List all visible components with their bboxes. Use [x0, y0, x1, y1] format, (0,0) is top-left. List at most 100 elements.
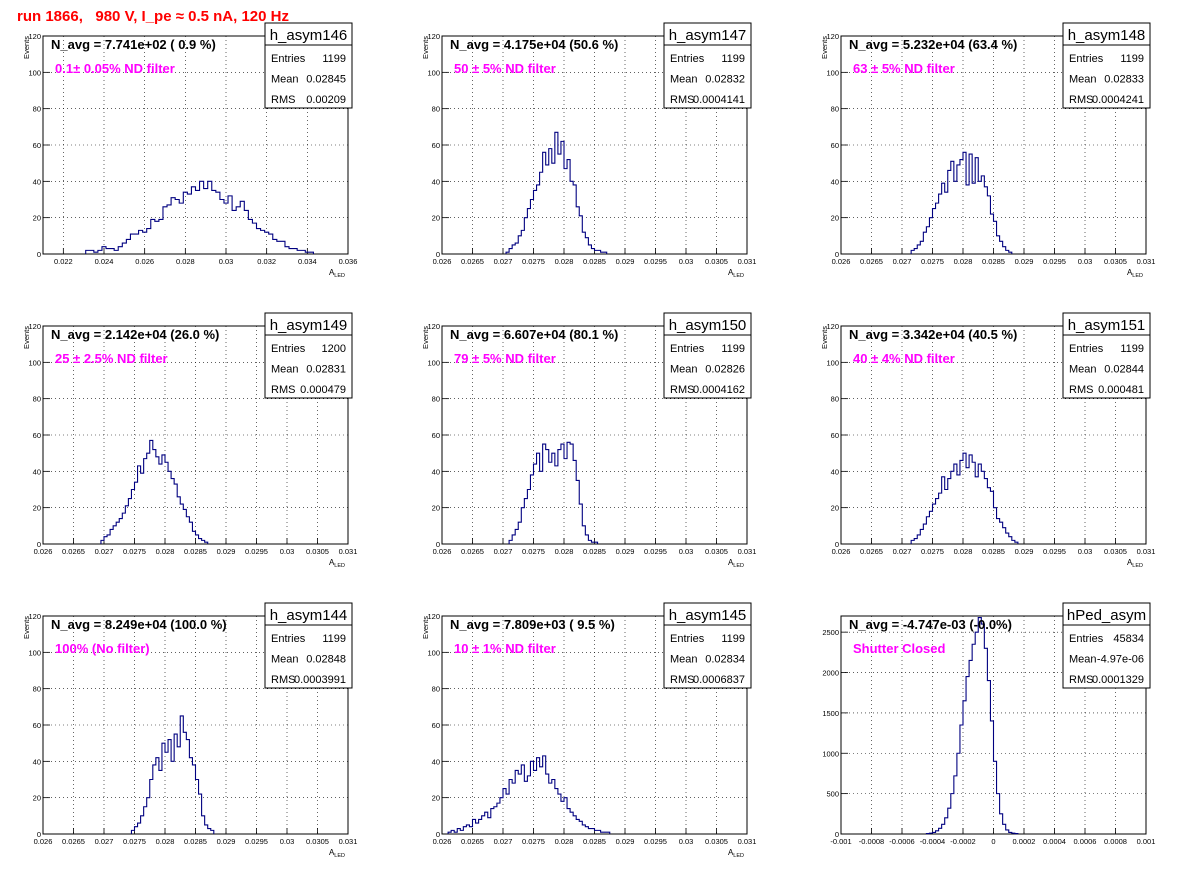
y-tick-label: 40: [831, 177, 839, 186]
y-tick-label: 120: [427, 612, 440, 621]
x-tick-label: 0.0295: [644, 837, 667, 846]
x-tick-label: 0.0265: [461, 547, 484, 556]
x-tick-label: 0.0265: [461, 837, 484, 846]
navg-label: N_avg = 2.142e+04 (26.0 %): [51, 327, 219, 342]
stats-value: 1199: [1120, 53, 1144, 65]
x-tick-label: 0.0285: [583, 837, 606, 846]
x-tick-label: 0.036: [339, 257, 358, 266]
y-axis-label: Events: [22, 36, 31, 59]
stats-box-frame: [264, 312, 353, 399]
stats-box: h_asym148 Entries 1199 Mean 0.02833 RMS0.0004…: [1062, 22, 1151, 109]
y-tick-label: 80: [432, 685, 440, 694]
x-tick-label: 0.0295: [245, 837, 268, 846]
y-tick-label: 0: [37, 250, 41, 259]
stats-value: 0.02845: [306, 74, 346, 86]
x-tick-label: 0.029: [616, 547, 635, 556]
x-tick-label: 0.028: [954, 257, 973, 266]
x-axis-label: ALED: [329, 268, 345, 279]
y-tick-label: 1500: [822, 709, 839, 718]
x-tick-label: 0.031: [1137, 547, 1156, 556]
stats-key: Entries: [1069, 343, 1104, 355]
x-tick-label: 0.0275: [921, 257, 944, 266]
stats-value: 0.000481: [1098, 384, 1144, 396]
stats-value: 1199: [322, 633, 346, 645]
x-tick-label: 0.03: [280, 837, 295, 846]
x-tick-label: 0.0002: [1013, 837, 1036, 846]
x-tick-label: 0.027: [494, 837, 513, 846]
x-tick-label: 0.001: [1137, 837, 1156, 846]
y-tick-label: 120: [427, 322, 440, 331]
histogram-name: hPed_asym: [1067, 607, 1146, 624]
x-tick-label: 0.0275: [522, 257, 545, 266]
x-tick-label: 0.0265: [461, 257, 484, 266]
y-tick-label: 60: [432, 431, 440, 440]
stats-box: h_asym146 Entries 1199 Mean 0.02845 RMS 0.0020…: [264, 22, 353, 109]
filter-annotation: 0.1± 0.05% ND filter: [55, 61, 175, 76]
x-tick-label: 0.022: [54, 257, 73, 266]
x-tick-label: 0.0305: [1104, 547, 1127, 556]
navg-label: N_avg = 4.175e+04 (50.6 %): [450, 37, 618, 52]
panel-h_asym150: 0.026 0.0265 0.027 0.0275 0.028 0.0285 0.029 0.…: [421, 312, 756, 569]
ticks: [42, 615, 349, 835]
y-axis-label: Events: [22, 326, 31, 349]
stats-key: Mean: [670, 364, 698, 376]
x-tick-label: 0.026: [135, 257, 154, 266]
panel-h_asym145: 0.026 0.0265 0.027 0.0275 0.028 0.0285 0.029 0.…: [421, 602, 756, 859]
histogram-name: h_asym145: [669, 607, 747, 624]
y-tick-label: 100: [427, 648, 440, 657]
navg-label: N_avg = 3.342e+04 (40.5 %): [849, 327, 1017, 342]
navg-label: N_avg = 8.249e+04 (100.0 %): [51, 617, 227, 632]
x-tick-label: 0.031: [339, 547, 358, 556]
histogram-name: h_asym150: [669, 317, 747, 334]
stats-value: 0.02833: [1104, 74, 1144, 86]
x-tick-label: 0.03: [679, 547, 694, 556]
y-tick-label: 100: [28, 648, 41, 657]
x-tick-label: 0.0305: [705, 837, 728, 846]
stats-value: 0.0006837: [693, 674, 745, 686]
y-tick-label: 120: [28, 322, 41, 331]
y-tick-label: 60: [831, 431, 839, 440]
stats-box-frame: [1062, 602, 1151, 689]
x-tick-label: -0.0004: [920, 837, 945, 846]
stats-value: 0.000479: [300, 384, 346, 396]
x-tick-label: 0.028: [176, 257, 195, 266]
stats-box: h_asym149 Entries 1200 Mean 0.02831 RMS 0.0004…: [264, 312, 353, 399]
y-tick-label: 20: [432, 794, 440, 803]
x-tick-label: 0.026: [832, 547, 851, 556]
stats-key: Entries: [271, 53, 306, 65]
y-tick-label: 20: [33, 794, 41, 803]
stats-value: 0.02826: [705, 364, 745, 376]
x-tick-label: 0.0275: [522, 547, 545, 556]
histogram-name: h_asym151: [1068, 317, 1146, 334]
stats-key: RMS: [670, 674, 694, 686]
x-tick-label: 0.0285: [982, 257, 1005, 266]
run-title: run 1866, 980 V, I_pe ≈ 0.5 nA, 120 Hz: [17, 8, 289, 25]
stats-key: Entries: [670, 343, 705, 355]
x-tick-label: 0.0265: [62, 837, 85, 846]
x-tick-label: 0.029: [1015, 257, 1034, 266]
histogram-name: h_asym149: [270, 317, 348, 334]
x-tick-label: 0.027: [494, 257, 513, 266]
y-tick-label: 60: [33, 431, 41, 440]
histogram-line: [910, 151, 1013, 254]
x-tick-label: 0.0295: [245, 547, 268, 556]
x-tick-label: 0.029: [217, 547, 236, 556]
y-tick-label: 1000: [822, 749, 839, 758]
x-tick-label: 0.0265: [860, 547, 883, 556]
histogram-name: h_asym147: [669, 27, 747, 44]
filter-annotation: 100% (No filter): [55, 641, 150, 656]
y-tick-label: 500: [826, 790, 839, 799]
y-tick-label: 100: [427, 68, 440, 77]
navg-label: N_avg = 7.809e+03 ( 9.5 %): [450, 617, 615, 632]
y-tick-label: 0: [436, 540, 440, 549]
panel-hPed_asym: -0.001 -0.0008 -0.0006 -0.0004 -0.0002 0 0.000…: [822, 602, 1156, 846]
x-axis-label: ALED: [329, 558, 345, 569]
stats-value: 0.02844: [1104, 364, 1144, 376]
stats-box-frame: [663, 312, 752, 399]
y-tick-label: 120: [28, 612, 41, 621]
x-tick-label: 0.028: [555, 547, 574, 556]
histogram-name: h_asym146: [270, 27, 348, 44]
panel-h_asym144: 0.026 0.0265 0.027 0.0275 0.028 0.0285 0.029 0.…: [22, 602, 357, 859]
y-axis-label: Events: [421, 616, 430, 639]
stats-box-frame: [1062, 312, 1151, 399]
